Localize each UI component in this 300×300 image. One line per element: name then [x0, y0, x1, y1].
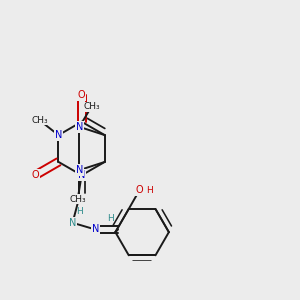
Text: CH₃: CH₃: [69, 195, 86, 204]
Text: CH₃: CH₃: [32, 116, 48, 125]
Text: N: N: [55, 130, 62, 140]
Text: N: N: [76, 165, 83, 175]
Text: N: N: [69, 218, 76, 228]
Text: N: N: [92, 224, 99, 235]
Text: O: O: [32, 170, 39, 180]
Text: H: H: [146, 186, 153, 195]
Text: H: H: [76, 207, 83, 216]
Text: N: N: [76, 122, 83, 132]
Text: N: N: [78, 170, 85, 180]
Text: O: O: [136, 185, 143, 195]
Text: CH₃: CH₃: [83, 102, 100, 111]
Text: O: O: [78, 90, 86, 100]
Text: H: H: [107, 214, 114, 223]
